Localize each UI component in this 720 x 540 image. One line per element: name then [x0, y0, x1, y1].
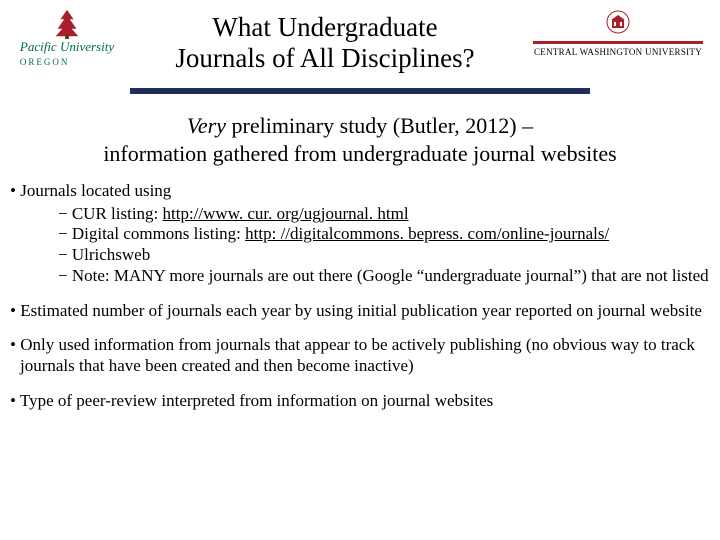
sub-item: Note: MANY more journals are out there (…	[10, 266, 710, 287]
pacific-name: Pacific University	[20, 39, 114, 54]
subtitle: Very preliminary study (Butler, 2012) – …	[40, 112, 680, 167]
sub-prefix: Digital commons listing:	[72, 224, 245, 243]
sub-prefix: Ulrichsweb	[72, 245, 150, 264]
bullet-item: Type of peer-review interpreted from inf…	[10, 391, 710, 412]
cwu-name: CENTRAL WASHINGTON UNIVERSITY	[528, 47, 708, 57]
bullet-item: Journals located using	[10, 181, 710, 202]
content-body: Journals located using CUR listing: http…	[0, 167, 720, 412]
bullet-text: Journals located using	[20, 181, 171, 200]
subtitle-rest2: information gathered from undergraduate …	[103, 141, 616, 166]
slide-title: What Undergraduate Journals of All Disci…	[122, 8, 528, 74]
bullet-text: Type of peer-review interpreted from inf…	[20, 391, 493, 410]
digitalcommons-link[interactable]: http: //digitalcommons. bepress. com/onl…	[245, 224, 609, 243]
sub-item: Ulrichsweb	[10, 245, 710, 266]
tree-icon	[48, 8, 86, 40]
bullet-item: Estimated number of journals each year b…	[10, 301, 710, 322]
building-icon	[606, 10, 630, 34]
title-line-2: Journals of All Disciplines?	[122, 43, 528, 74]
sub-item: Digital commons listing: http: //digital…	[10, 224, 710, 245]
cwu-bar	[533, 41, 703, 44]
pacific-university-logo: Pacific University OREGON	[12, 8, 122, 67]
header: Pacific University OREGON What Undergrad…	[0, 0, 720, 84]
bullet-item: Only used information from journals that…	[10, 335, 710, 376]
title-divider	[130, 88, 590, 94]
subtitle-rest1: preliminary study (Butler, 2012) –	[226, 113, 533, 138]
subtitle-very: Very	[187, 113, 226, 138]
title-line-1: What Undergraduate	[122, 12, 528, 43]
sub-prefix: Note: MANY more journals are out there (…	[72, 266, 709, 285]
bullet-text: Estimated number of journals each year b…	[20, 301, 702, 320]
bullet-text: Only used information from journals that…	[20, 335, 695, 375]
cur-link[interactable]: http://www. cur. org/ugjournal. html	[163, 204, 409, 223]
cwu-logo: CENTRAL WASHINGTON UNIVERSITY	[528, 8, 708, 57]
sub-prefix: CUR listing:	[72, 204, 163, 223]
sub-item: CUR listing: http://www. cur. org/ugjour…	[10, 204, 710, 225]
pacific-sub: OREGON	[20, 57, 70, 67]
